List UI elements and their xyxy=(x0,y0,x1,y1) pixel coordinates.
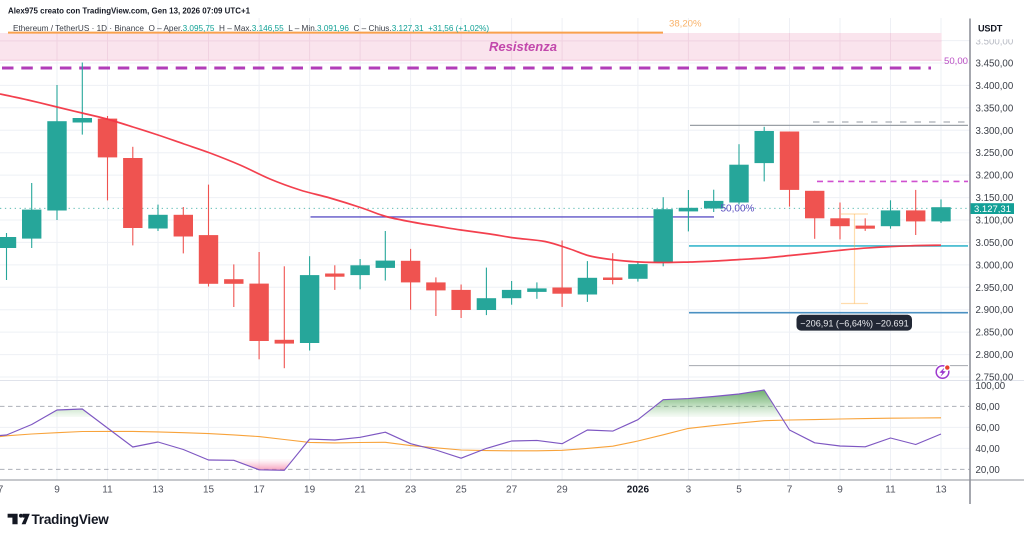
svg-text:21: 21 xyxy=(355,485,367,496)
svg-text:3.100,00: 3.100,00 xyxy=(976,216,1014,227)
svg-text:25: 25 xyxy=(456,485,468,496)
svg-text:40,00: 40,00 xyxy=(976,444,1001,455)
svg-text:60,00: 60,00 xyxy=(976,423,1001,434)
svg-text:13: 13 xyxy=(935,485,947,496)
svg-text:29: 29 xyxy=(557,485,569,496)
svg-text:3.150,00: 3.150,00 xyxy=(976,193,1014,204)
svg-text:3.250,00: 3.250,00 xyxy=(976,148,1014,159)
svg-text:Alex975 creato con TradingView: Alex975 creato con TradingView.com, Gen … xyxy=(8,6,250,16)
svg-text:2.850,00: 2.850,00 xyxy=(976,328,1014,339)
svg-text:3.450,00: 3.450,00 xyxy=(976,59,1014,70)
svg-text:TradingView: TradingView xyxy=(32,512,110,527)
svg-text:3.127,31: 3.127,31 xyxy=(974,204,1011,215)
svg-text:38,20%: 38,20% xyxy=(669,19,702,30)
svg-text:50,00: 50,00 xyxy=(944,56,968,67)
svg-text:2.950,00: 2.950,00 xyxy=(976,283,1014,294)
svg-text:11: 11 xyxy=(885,485,896,496)
svg-text:3.000,00: 3.000,00 xyxy=(976,260,1014,271)
svg-text:9: 9 xyxy=(837,485,843,496)
svg-text:11: 11 xyxy=(102,485,113,496)
svg-text:27: 27 xyxy=(506,485,518,496)
svg-text:13: 13 xyxy=(152,485,164,496)
svg-text:Resistenza: Resistenza xyxy=(489,39,557,54)
svg-text:7: 7 xyxy=(787,485,793,496)
svg-text:15: 15 xyxy=(203,485,215,496)
svg-text:−206,91 (−6,64%) −20.691: −206,91 (−6,64%) −20.691 xyxy=(800,319,908,329)
svg-text:2.900,00: 2.900,00 xyxy=(976,305,1014,316)
svg-text:3.500,00: 3.500,00 xyxy=(976,36,1014,47)
svg-text:3.050,00: 3.050,00 xyxy=(976,238,1014,249)
svg-text:17: 17 xyxy=(254,485,266,496)
svg-text:USDT: USDT xyxy=(978,24,1003,34)
svg-text:2.800,00: 2.800,00 xyxy=(976,350,1014,361)
svg-text:19: 19 xyxy=(304,485,316,496)
svg-text:80,00: 80,00 xyxy=(976,402,1001,413)
svg-text:23: 23 xyxy=(405,485,417,496)
svg-text:2026: 2026 xyxy=(627,485,650,496)
svg-text:50,00%: 50,00% xyxy=(721,204,755,215)
svg-text:9: 9 xyxy=(54,485,60,496)
svg-text:3.300,00: 3.300,00 xyxy=(976,126,1014,137)
svg-text:3.400,00: 3.400,00 xyxy=(976,81,1014,92)
svg-text:3: 3 xyxy=(686,485,692,496)
svg-text:100,00: 100,00 xyxy=(976,381,1006,392)
svg-text:5: 5 xyxy=(736,485,742,496)
svg-text:3.200,00: 3.200,00 xyxy=(976,171,1014,182)
svg-text:2.750,00: 2.750,00 xyxy=(976,373,1014,384)
svg-text:7: 7 xyxy=(0,485,4,496)
svg-text:Ethereum / TetherUS · 1D · Bin: Ethereum / TetherUS · 1D · Binance O – A… xyxy=(13,24,489,33)
svg-text:20,00: 20,00 xyxy=(976,465,1001,476)
svg-text:3.350,00: 3.350,00 xyxy=(976,103,1014,114)
